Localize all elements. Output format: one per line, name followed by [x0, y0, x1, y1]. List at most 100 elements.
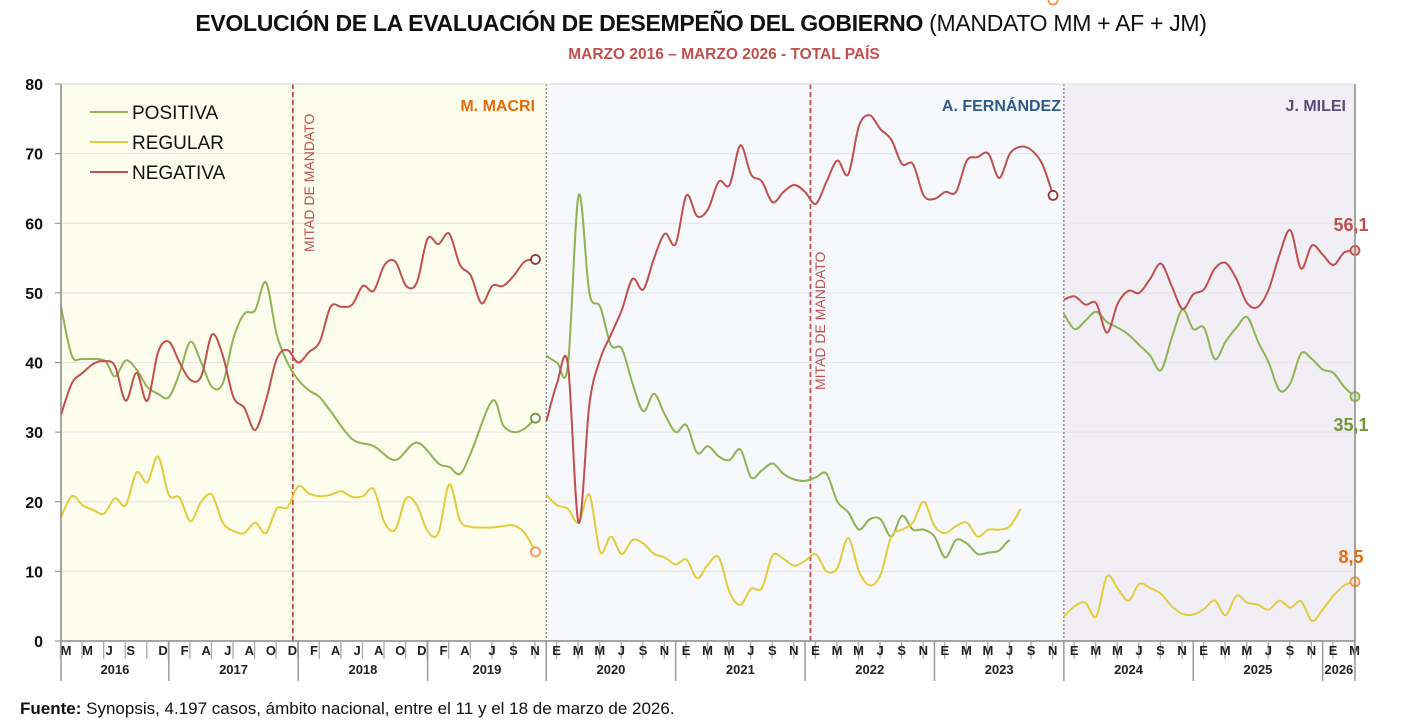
period-label-milei: J. MILEI: [1286, 98, 1346, 115]
series-end-marker-regular: [1047, 0, 1059, 6]
x-month-label: J: [877, 643, 884, 658]
end-label-negativa: 56,1: [1333, 215, 1368, 235]
x-month-label: F: [181, 643, 189, 658]
x-year-label: 2017: [219, 662, 248, 677]
series-end-marker-negativa: [1047, 189, 1059, 201]
x-month-label: N: [530, 643, 539, 658]
x-month-label: M: [1220, 643, 1231, 658]
series-line-negativa: [545, 114, 1055, 524]
chart-title-light: (MANDATO MM + AF + JM): [929, 10, 1207, 36]
x-month-label: F: [310, 643, 318, 658]
x-month-label: D: [417, 643, 426, 658]
x-month-label: J: [618, 643, 625, 658]
x-year-label: 2019: [472, 662, 501, 677]
source-text: Synopsis, 4.197 casos, ámbito nacional, …: [81, 699, 675, 718]
midterm-labels: MITAD DE MANDATO MITAD DE MANDATO: [301, 113, 828, 390]
x-month-label: J: [1265, 643, 1272, 658]
x-month-label: S: [509, 643, 518, 658]
source-label: Fuente:: [20, 699, 82, 718]
y-tick-label: 30: [25, 425, 43, 442]
x-year-label: 2026: [1324, 662, 1353, 677]
period-dividers: [545, 84, 1065, 641]
period-label-macri: M. MACRI: [460, 98, 535, 115]
x-month-label: S: [1286, 643, 1295, 658]
x-month-label: M: [1090, 643, 1101, 658]
x-month-label: A: [331, 643, 341, 658]
x-month-label: J: [488, 643, 495, 658]
x-month-label: E: [1329, 643, 1338, 658]
series-lines: [60, 0, 1361, 622]
end-label-positiva: 35,1: [1333, 415, 1368, 435]
x-month-label: S: [768, 643, 777, 658]
x-month-label: N: [919, 643, 928, 658]
chart-subtitle: MARZO 2016 – MARZO 2026 - TOTAL PAÍS: [568, 46, 880, 63]
x-month-label: S: [126, 643, 135, 658]
series-line-regular: [545, 493, 1022, 606]
x-month-label: M: [853, 643, 864, 658]
y-tick-label: 40: [25, 356, 43, 373]
legend-label-negativa: NEGATIVA: [132, 163, 226, 184]
x-month-label: N: [1307, 643, 1316, 658]
series-line-positiva: [545, 193, 1011, 559]
chart-title: EVOLUCIÓN DE LA EVALUACIÓN DE DESEMPEÑO …: [0, 10, 1402, 37]
y-tick-label: 60: [25, 216, 43, 233]
x-month-label: A: [374, 643, 384, 658]
series-line-positiva: [1062, 308, 1356, 398]
period-labels: M. MACRI A. FERNÁNDEZ J. MILEI: [460, 96, 1346, 115]
end-value-labels: 56,1 35,1 8,5: [1333, 215, 1368, 567]
x-month-label: M: [724, 643, 735, 658]
midterm-label-2: MITAD DE MANDATO: [812, 251, 828, 390]
x-month-label: O: [266, 643, 276, 658]
x-month-label: J: [1006, 643, 1013, 658]
source-note: Fuente: Synopsis, 4.197 casos, ámbito na…: [20, 699, 675, 719]
x-month-label: S: [1156, 643, 1165, 658]
x-month-label: S: [639, 643, 648, 658]
y-tick-label: 0: [34, 634, 43, 651]
series-line-negativa: [60, 232, 536, 431]
x-month-label: E: [1070, 643, 1079, 658]
x-month-label: M: [961, 643, 972, 658]
x-month-label: N: [1048, 643, 1057, 658]
x-year-label: 2022: [855, 662, 884, 677]
x-month-label: A: [460, 643, 470, 658]
x-month-label: J: [1135, 643, 1142, 658]
x-year-label: 2016: [100, 662, 129, 677]
series-end-marker-regular: [530, 546, 541, 558]
series-line-positiva: [60, 281, 537, 476]
x-month-label: J: [224, 643, 231, 658]
x-month-label: A: [201, 643, 211, 658]
x-month-label: M: [61, 643, 72, 658]
x-year-label: 2024: [1114, 662, 1144, 677]
legend: POSITIVA REGULAR NEGATIVA: [90, 103, 226, 184]
x-month-label: F: [439, 643, 447, 658]
x-year-label: 2020: [596, 662, 625, 677]
x-month-label: D: [158, 643, 167, 658]
x-month-label: M: [702, 643, 713, 658]
x-month-label: M: [1241, 643, 1252, 658]
x-month-label: M: [594, 643, 605, 658]
midterm-label-1: MITAD DE MANDATO: [301, 113, 317, 252]
end-label-regular: 8,5: [1338, 547, 1363, 567]
x-month-label: M: [573, 643, 584, 658]
x-month-label: E: [811, 643, 820, 658]
x-month-label: M: [1112, 643, 1123, 658]
x-month-label: N: [660, 643, 669, 658]
x-month-label: S: [897, 643, 906, 658]
series-line-regular: [60, 455, 537, 553]
x-month-label: J: [106, 643, 113, 658]
y-tick-label: 80: [25, 77, 43, 94]
x-month-label: S: [1027, 643, 1036, 658]
x-month-label: A: [245, 643, 255, 658]
x-month-label: M: [82, 643, 93, 658]
x-month-label: D: [288, 643, 297, 658]
x-month-label: M: [832, 643, 843, 658]
x-year-label: 2023: [985, 662, 1014, 677]
x-year-label: 2018: [348, 662, 377, 677]
y-tick-label: 70: [25, 147, 43, 164]
x-month-label: E: [941, 643, 950, 658]
x-month-label: J: [354, 643, 361, 658]
chart-title-bold: EVOLUCIÓN DE LA EVALUACIÓN DE DESEMPEÑO …: [195, 10, 924, 36]
x-month-label: J: [747, 643, 754, 658]
